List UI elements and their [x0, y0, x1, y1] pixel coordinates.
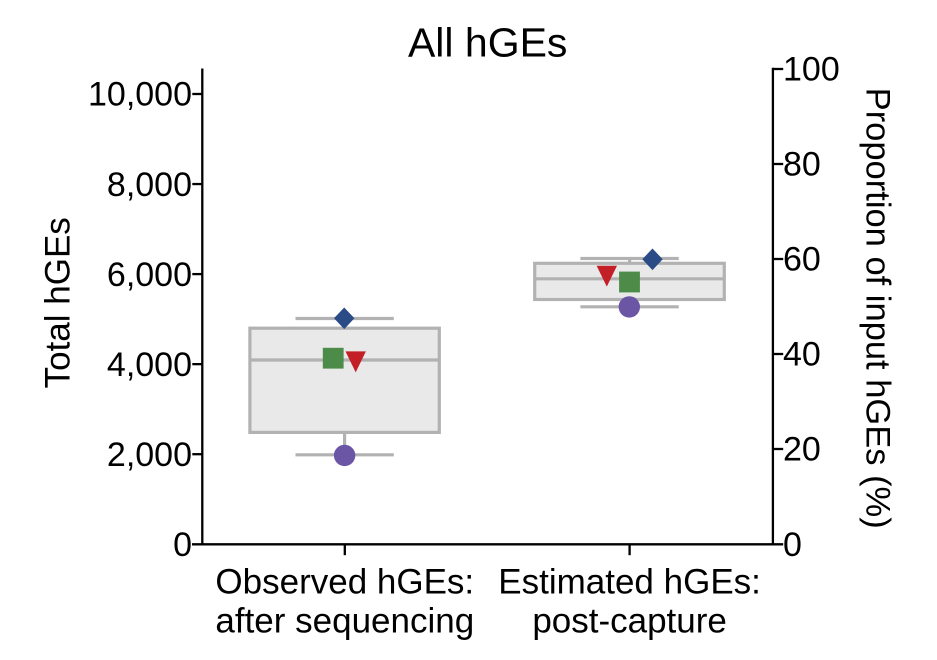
svg-text:Observed hGEs:: Observed hGEs:: [215, 563, 474, 602]
svg-text:20: 20: [783, 431, 821, 469]
svg-text:10,000: 10,000: [88, 76, 192, 114]
svg-text:4,000: 4,000: [107, 346, 192, 384]
svg-text:2,000: 2,000: [107, 436, 192, 474]
svg-text:60: 60: [783, 241, 821, 279]
svg-text:after sequencing: after sequencing: [215, 601, 474, 640]
svg-text:80: 80: [783, 146, 821, 184]
svg-text:Proportion of input hGEs (%): Proportion of input hGEs (%): [859, 88, 897, 529]
svg-text:6,000: 6,000: [107, 256, 192, 294]
svg-text:Total hGEs: Total hGEs: [39, 217, 78, 388]
svg-text:100: 100: [783, 51, 840, 89]
svg-text:All hGEs: All hGEs: [408, 19, 568, 65]
svg-text:post-capture: post-capture: [532, 601, 727, 640]
svg-text:Estimated hGEs:: Estimated hGEs:: [498, 563, 761, 602]
svg-text:8,000: 8,000: [107, 166, 192, 204]
svg-text:40: 40: [783, 336, 821, 374]
svg-text:0: 0: [173, 526, 192, 564]
svg-text:0: 0: [783, 526, 802, 564]
